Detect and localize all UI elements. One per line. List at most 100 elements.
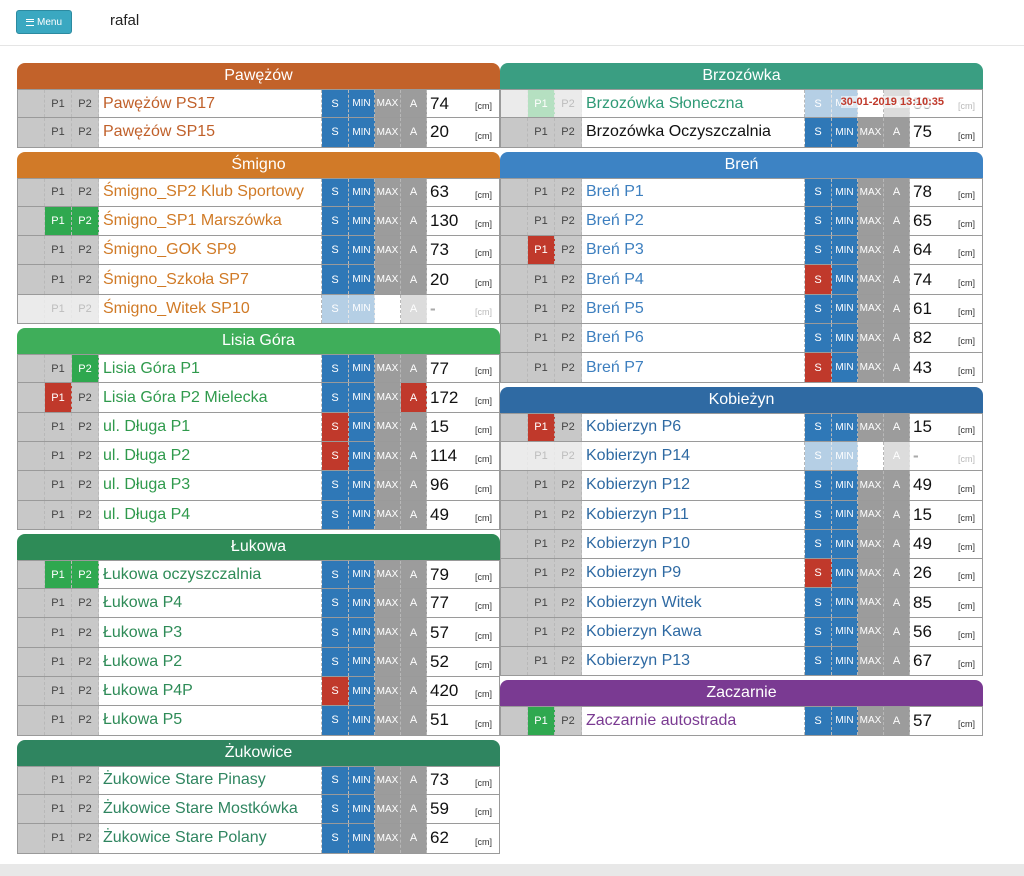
max-indicator[interactable]: MAX — [375, 824, 401, 853]
max-indicator[interactable]: MAX — [858, 294, 884, 324]
p2-indicator[interactable]: P2 — [72, 265, 99, 294]
s-indicator[interactable]: S — [322, 90, 349, 118]
min-indicator[interactable]: MIN — [349, 766, 375, 794]
station-name[interactable]: Kobierzyn P6 — [582, 413, 805, 441]
p1-indicator[interactable]: P1 — [528, 588, 555, 617]
max-indicator[interactable]: MAX — [375, 794, 401, 824]
max-indicator[interactable]: MAX — [858, 588, 884, 617]
station-name[interactable]: Breń P2 — [582, 206, 805, 236]
min-indicator[interactable]: MIN — [832, 707, 858, 735]
a-indicator[interactable]: A — [884, 294, 910, 324]
station-row[interactable]: P1 P2 Kobierzyn P11 S MIN MAX A 15 [cm] — [500, 500, 983, 530]
station-name[interactable]: Śmigno_GOK SP9 — [99, 236, 322, 265]
max-indicator[interactable]: MAX — [858, 500, 884, 529]
p1-indicator[interactable]: P1 — [45, 441, 72, 471]
p1-indicator[interactable]: P1 — [528, 647, 555, 676]
s-indicator[interactable]: S — [805, 90, 832, 118]
station-row[interactable]: P1 P2 ul. Długa P4 S MIN MAX A 49 [cm] — [17, 500, 500, 530]
max-indicator[interactable]: MAX — [375, 647, 401, 677]
station-row[interactable]: P1 P2 Kobierzyn Witek S MIN MAX A 85 [cm] — [500, 588, 983, 618]
a-indicator[interactable]: A — [884, 206, 910, 236]
p1-indicator[interactable]: P1 — [528, 471, 555, 500]
max-indicator[interactable]: MAX — [375, 383, 401, 412]
station-row[interactable]: P1 P2 Łukowa P3 S MIN MAX A 57 [cm] — [17, 618, 500, 648]
s-indicator[interactable]: S — [322, 794, 349, 824]
max-indicator[interactable]: MAX — [375, 355, 401, 383]
p1-indicator[interactable]: P1 — [45, 294, 72, 324]
station-row[interactable]: P1 P2 Kobierzyn P12 S MIN MAX A 49 [cm] — [500, 471, 983, 501]
p2-indicator[interactable]: P2 — [555, 441, 582, 471]
p1-indicator[interactable]: P1 — [45, 500, 72, 529]
station-row[interactable]: P1 P2 Łukowa P2 S MIN MAX A 52 [cm] — [17, 647, 500, 678]
station-name[interactable]: Breń P7 — [582, 353, 805, 382]
station-row[interactable]: P1 P2 Żukowice Stare Polany S MIN MAX A 62 [cm] — [17, 824, 500, 854]
min-indicator[interactable]: MIN — [832, 500, 858, 529]
s-indicator[interactable]: S — [322, 206, 349, 236]
station-row[interactable]: P1 P2 Śmigno_Witek SP10 S MIN MAX A - [cm] — [17, 294, 500, 325]
p2-indicator[interactable]: P2 — [72, 677, 99, 706]
station-row[interactable]: P1 P2 Pawężów PS17 S MIN MAX A 74 [cm] — [17, 89, 500, 119]
s-indicator[interactable]: S — [805, 353, 832, 382]
p1-indicator[interactable]: P1 — [528, 617, 555, 647]
p2-indicator[interactable]: P2 — [72, 560, 99, 589]
horizontal-scrollbar[interactable] — [0, 864, 1024, 876]
max-indicator[interactable]: MAX — [375, 766, 401, 794]
p2-indicator[interactable]: P2 — [72, 500, 99, 529]
p1-indicator[interactable]: P1 — [45, 178, 72, 206]
min-indicator[interactable]: MIN — [832, 206, 858, 236]
p1-indicator[interactable]: P1 — [45, 560, 72, 589]
p2-indicator[interactable]: P2 — [555, 353, 582, 382]
s-indicator[interactable]: S — [805, 324, 832, 353]
p2-indicator[interactable]: P2 — [555, 90, 582, 118]
p1-indicator[interactable]: P1 — [528, 441, 555, 471]
p2-indicator[interactable]: P2 — [555, 647, 582, 676]
max-indicator[interactable]: MAX — [375, 706, 401, 735]
a-indicator[interactable]: A — [884, 471, 910, 500]
min-indicator[interactable]: MIN — [349, 471, 375, 500]
a-indicator[interactable]: A — [884, 413, 910, 441]
min-indicator[interactable]: MIN — [349, 500, 375, 529]
min-indicator[interactable]: MIN — [832, 471, 858, 500]
a-indicator[interactable]: A — [884, 647, 910, 676]
p2-indicator[interactable]: P2 — [555, 559, 582, 588]
max-indicator[interactable]: MAX — [375, 677, 401, 706]
p2-indicator[interactable]: P2 — [555, 324, 582, 353]
s-indicator[interactable]: S — [322, 294, 349, 324]
p1-indicator[interactable]: P1 — [528, 324, 555, 353]
station-row[interactable]: P1 P2 Breń P4 S MIN MAX A 74 [cm] — [500, 265, 983, 295]
min-indicator[interactable]: MIN — [349, 560, 375, 589]
s-indicator[interactable]: S — [322, 236, 349, 265]
station-name[interactable]: Łukowa oczyszczalnia — [99, 560, 322, 589]
station-row[interactable]: P1 P2 Łukowa P5 S MIN MAX A 51 [cm] — [17, 706, 500, 736]
min-indicator[interactable]: MIN — [832, 647, 858, 676]
s-indicator[interactable]: S — [322, 677, 349, 706]
p2-indicator[interactable]: P2 — [555, 413, 582, 441]
station-name[interactable]: Kobierzyn P10 — [582, 529, 805, 559]
station-row[interactable]: P1 P2 Łukowa oczyszczalnia S MIN MAX A 79 [cm] — [17, 559, 500, 590]
s-indicator[interactable]: S — [322, 560, 349, 589]
a-indicator[interactable]: A — [401, 706, 427, 735]
min-indicator[interactable]: MIN — [349, 265, 375, 294]
station-row[interactable]: P1 P2 Breń P7 S MIN MAX A 43 [cm] — [500, 353, 983, 383]
station-name[interactable]: Kobierzyn P14 — [582, 441, 805, 471]
p1-indicator[interactable]: P1 — [528, 206, 555, 236]
a-indicator[interactable]: A — [401, 118, 427, 147]
a-indicator[interactable]: A — [884, 178, 910, 206]
p1-indicator[interactable]: P1 — [528, 178, 555, 206]
s-indicator[interactable]: S — [805, 206, 832, 236]
min-indicator[interactable]: MIN — [349, 706, 375, 735]
station-name[interactable]: ul. Długa P1 — [99, 412, 322, 441]
p1-indicator[interactable]: P1 — [528, 294, 555, 324]
a-indicator[interactable]: A — [401, 383, 427, 412]
station-row[interactable]: P1 P2 Kobierzyn P9 S MIN MAX A 26 [cm] — [500, 559, 983, 589]
p2-indicator[interactable]: P2 — [555, 707, 582, 735]
min-indicator[interactable]: MIN — [349, 355, 375, 383]
a-indicator[interactable]: A — [401, 441, 427, 471]
a-indicator[interactable]: A — [884, 500, 910, 529]
s-indicator[interactable]: S — [322, 766, 349, 794]
min-indicator[interactable]: MIN — [832, 559, 858, 588]
p2-indicator[interactable]: P2 — [72, 706, 99, 735]
min-indicator[interactable]: MIN — [349, 90, 375, 118]
a-indicator[interactable]: A — [884, 353, 910, 382]
station-name[interactable]: Brzozówka Słoneczna — [582, 90, 805, 118]
